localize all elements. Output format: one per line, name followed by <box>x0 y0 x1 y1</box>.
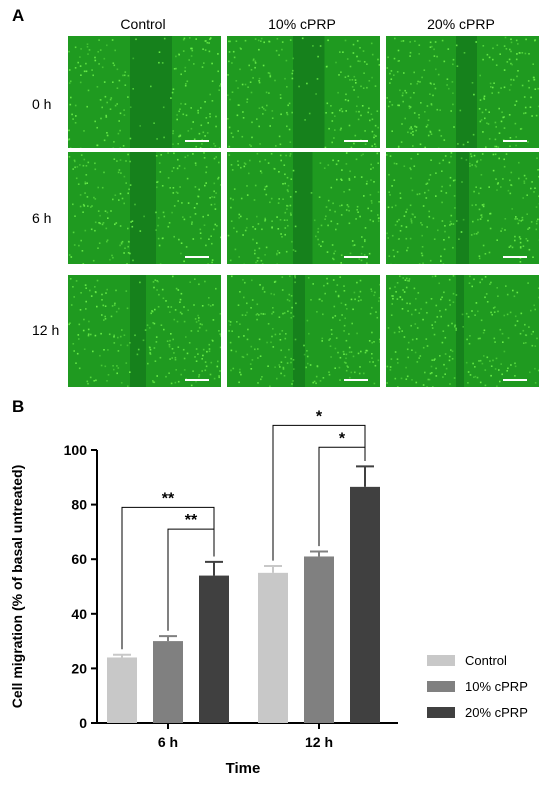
bar <box>350 486 380 723</box>
scale-bar <box>344 379 368 381</box>
significance-bracket <box>318 446 366 547</box>
micro-image-control-6h <box>68 152 221 264</box>
legend-swatch <box>427 681 455 692</box>
cell-specks <box>386 36 539 148</box>
cell-specks <box>68 37 221 148</box>
bar <box>153 641 183 723</box>
micro-image-10pct-12h <box>227 275 380 387</box>
y-tick-label: 20 <box>71 660 87 676</box>
scale-bar <box>344 256 368 258</box>
cell-specks <box>228 275 380 387</box>
significance-label: * <box>339 430 346 447</box>
cell-specks <box>386 275 539 387</box>
wound-gap <box>130 152 156 264</box>
scale-bar <box>185 256 209 258</box>
panel-b-letter: B <box>12 397 25 416</box>
y-axis-label: Cell migration (% of basal untreated) <box>9 465 25 708</box>
scale-bar <box>503 256 527 258</box>
scale-bar <box>185 379 209 381</box>
micro-image-20pct-0h <box>386 36 539 148</box>
y-tick-label: 100 <box>64 442 88 458</box>
significance-bracket <box>272 424 366 561</box>
wound-gap <box>130 36 172 148</box>
wound-gap <box>456 275 464 387</box>
micro-image-10pct-0h <box>227 36 380 148</box>
row-label-12h: 12 h <box>32 322 60 338</box>
legend-label: Control <box>465 653 507 668</box>
scale-bar <box>185 140 209 142</box>
significance-bracket <box>167 528 215 631</box>
cell-specks <box>227 37 380 148</box>
wound-gap <box>293 36 325 148</box>
legend-label: 10% cPRP <box>465 679 528 694</box>
x-tick-label: 12 h <box>305 734 333 750</box>
x-tick-label: 6 h <box>158 734 178 750</box>
cell-specks <box>68 275 221 387</box>
y-tick-label: 60 <box>71 551 87 567</box>
bar <box>107 657 137 723</box>
wound-gap <box>293 275 305 387</box>
legend-swatch <box>427 707 455 718</box>
cell-specks <box>68 152 221 264</box>
micro-image-10pct-6h <box>227 152 380 264</box>
significance-label: ** <box>185 512 198 529</box>
wound-gap <box>456 36 477 148</box>
cell-specks <box>227 152 380 264</box>
micro-image-20pct-6h <box>386 152 539 264</box>
row-label-6h: 6 h <box>32 210 52 226</box>
row-label-0h: 0 h <box>32 96 52 112</box>
bar <box>304 556 334 723</box>
column-label-control: Control <box>120 16 166 32</box>
cell-specks <box>386 152 539 264</box>
significance-label: ** <box>162 490 175 507</box>
scale-bar <box>503 140 527 142</box>
micro-image-control-0h <box>68 36 221 148</box>
scale-bar <box>344 140 368 142</box>
y-tick-label: 80 <box>71 497 87 513</box>
bar-chart: 0 20 40 60 80 100 Cell migration (% of basal u… <box>9 408 528 777</box>
micro-image-control-12h <box>68 275 221 387</box>
panel-a-letter: A <box>12 6 25 25</box>
y-tick-label: 40 <box>71 606 87 622</box>
x-axis-label: Time <box>226 760 261 777</box>
wound-gap <box>293 152 313 264</box>
column-label-10pct: 10% cPRP <box>268 16 336 32</box>
y-tick-label: 0 <box>79 715 87 731</box>
bar <box>258 572 288 723</box>
legend-swatch <box>427 655 455 666</box>
wound-gap <box>130 275 146 387</box>
scale-bar <box>503 379 527 381</box>
column-label-20pct: 20% cPRP <box>427 16 495 32</box>
bar <box>199 575 229 723</box>
micro-image-20pct-12h <box>386 275 539 387</box>
legend-label: 20% cPRP <box>465 705 528 720</box>
wound-gap <box>456 152 469 264</box>
significance-label: * <box>316 408 323 425</box>
